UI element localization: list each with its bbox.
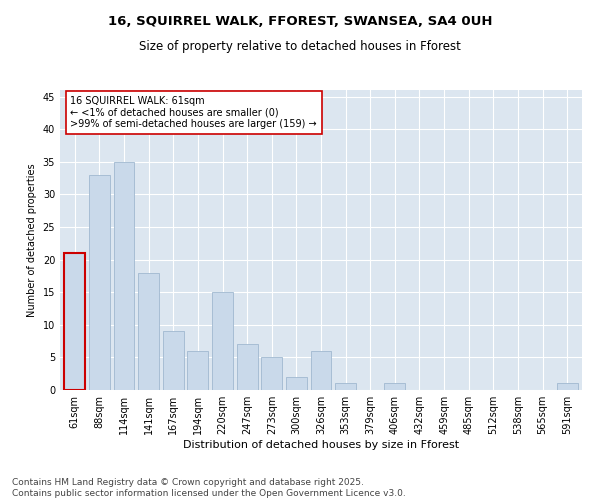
Text: Size of property relative to detached houses in Fforest: Size of property relative to detached ho…	[139, 40, 461, 53]
Y-axis label: Number of detached properties: Number of detached properties	[27, 163, 37, 317]
Bar	[138, 272, 159, 390]
Bar	[187, 351, 208, 390]
Bar	[89, 175, 110, 390]
Bar	[261, 358, 282, 390]
Bar	[335, 384, 356, 390]
Bar	[163, 332, 184, 390]
Text: 16, SQUIRREL WALK, FFOREST, SWANSEA, SA4 0UH: 16, SQUIRREL WALK, FFOREST, SWANSEA, SA4…	[108, 15, 492, 28]
Bar	[311, 351, 331, 390]
Bar	[113, 162, 134, 390]
Bar	[236, 344, 257, 390]
Bar	[212, 292, 233, 390]
Bar	[286, 377, 307, 390]
Bar	[385, 384, 406, 390]
Text: Contains HM Land Registry data © Crown copyright and database right 2025.
Contai: Contains HM Land Registry data © Crown c…	[12, 478, 406, 498]
Bar	[557, 384, 578, 390]
X-axis label: Distribution of detached houses by size in Fforest: Distribution of detached houses by size …	[183, 440, 459, 450]
Bar	[64, 253, 85, 390]
Text: 16 SQUIRREL WALK: 61sqm
← <1% of detached houses are smaller (0)
>99% of semi-de: 16 SQUIRREL WALK: 61sqm ← <1% of detache…	[70, 96, 317, 129]
